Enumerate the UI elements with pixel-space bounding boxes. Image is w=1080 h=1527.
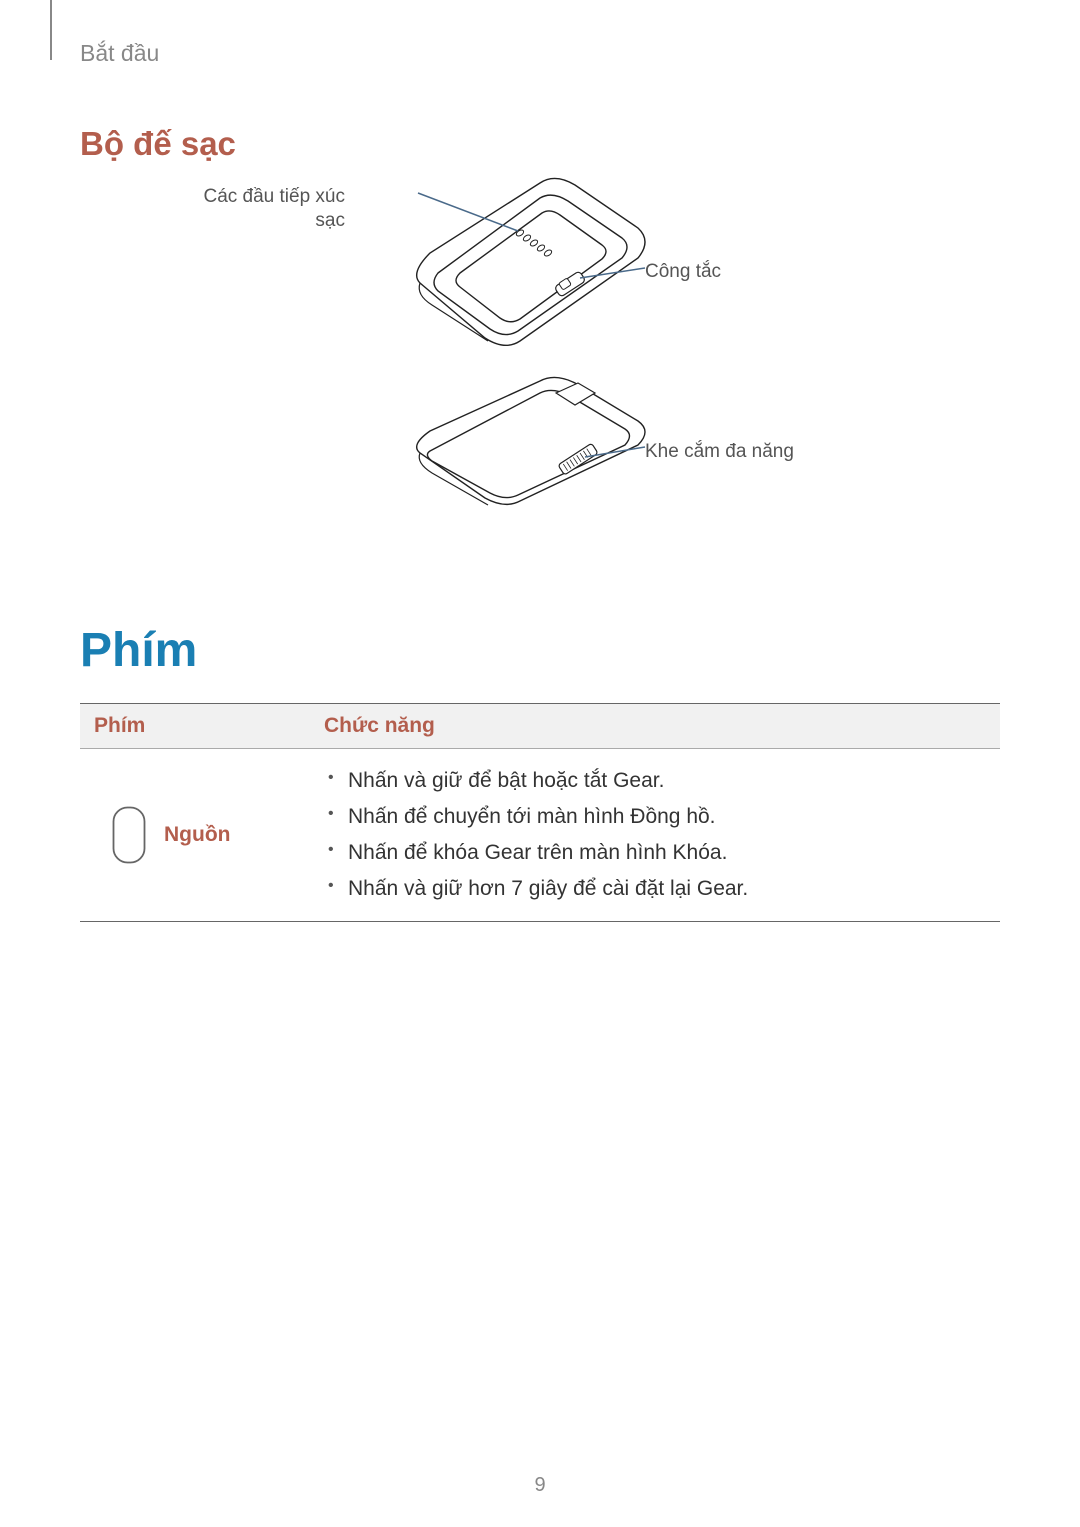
dock-diagram: Các đầu tiếp xúc sạc Công tắc Khe cắm đa…: [80, 173, 1000, 553]
power-button-icon: [112, 806, 146, 864]
list-item: Nhấn và giữ hơn 7 giây để cài đặt lại Ge…: [324, 871, 986, 907]
functions-cell: Nhấn và giữ để bật hoặc tắt Gear. Nhấn đ…: [310, 749, 1000, 922]
key-cell: Nguồn: [80, 749, 310, 922]
list-item: Nhấn để chuyển tới màn hình Đồng hồ.: [324, 799, 986, 835]
label-text: Các đầu tiếp xúc: [203, 186, 345, 207]
label-text: sạc: [315, 210, 345, 231]
functions-list: Nhấn và giữ để bật hoặc tắt Gear. Nhấn đ…: [324, 759, 986, 911]
label-multi-port: Khe cắm đa năng: [645, 440, 794, 464]
charging-dock-bottom-illustration: [390, 373, 660, 513]
page-container: Bắt đầu Bộ đế sạc: [0, 0, 1080, 1527]
list-item: Nhấn và giữ để bật hoặc tắt Gear.: [324, 763, 986, 799]
keys-table: Phím Chức năng Nguồn Nhấn và giữ để bật …: [80, 703, 1000, 922]
table-header-row: Phím Chức năng: [80, 704, 1000, 749]
charging-dock-top-illustration: [390, 173, 660, 353]
col-header-function: Chức năng: [310, 704, 1000, 749]
breadcrumb: Bắt đầu: [80, 40, 159, 67]
col-header-key: Phím: [80, 704, 310, 749]
label-charging-contacts: Các đầu tiếp xúc sạc: [203, 185, 345, 233]
page-number: 9: [0, 1474, 1080, 1497]
key-name-label: Nguồn: [164, 823, 230, 847]
label-switch: Công tắc: [645, 260, 721, 284]
keys-heading: Phím: [80, 623, 1000, 678]
page-edge-rule: [50, 0, 52, 60]
table-row: Nguồn Nhấn và giữ để bật hoặc tắt Gear. …: [80, 749, 1000, 922]
list-item: Nhấn để khóa Gear trên màn hình Khóa.: [324, 835, 986, 871]
dock-section-title: Bộ đế sạc: [80, 125, 1000, 163]
